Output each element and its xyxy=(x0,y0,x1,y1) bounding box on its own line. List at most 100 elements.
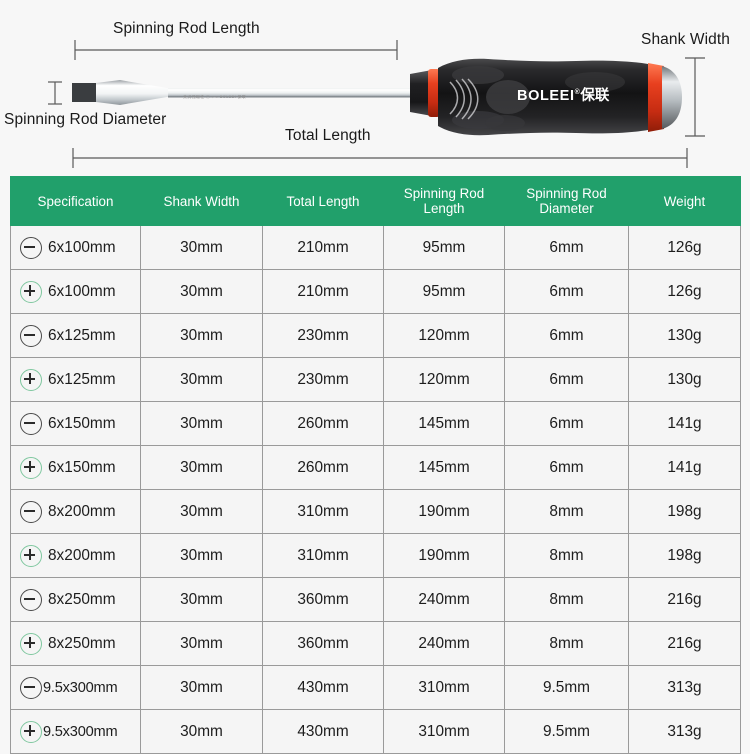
cell-specification: 6x100mm xyxy=(10,269,141,314)
cell-specification: 8x200mm xyxy=(10,533,141,578)
dimension-line-shank-width xyxy=(685,57,705,137)
specification-value: 8x200mm xyxy=(48,546,116,564)
cell-specification: 6x125mm xyxy=(10,357,141,402)
minus-icon xyxy=(20,500,42,523)
cell-spinning-rod-length: 95mm xyxy=(383,225,505,270)
cell-weight: 130g xyxy=(628,313,741,358)
handle-accent-ring xyxy=(428,69,440,117)
minus-icon xyxy=(20,412,42,435)
dimension-line-spinning-rod-length xyxy=(74,40,398,60)
cell-weight: 198g xyxy=(628,489,741,534)
cell-spinning-rod-length: 120mm xyxy=(383,313,505,358)
cell-weight: 313g xyxy=(628,665,741,710)
minus-icon xyxy=(20,236,42,259)
cell-weight: 126g xyxy=(628,225,741,270)
cell-shank-width: 30mm xyxy=(140,577,263,622)
table-row: 6x150mm 30mm 260mm 145mm 6mm 141g xyxy=(10,445,741,490)
cell-weight: 216g xyxy=(628,577,741,622)
cell-spinning-rod-diameter: 8mm xyxy=(504,489,629,534)
registered-mark: ® xyxy=(574,89,581,97)
cell-shank-width: 30mm xyxy=(140,225,263,270)
table-header-row: Specification Shank Width Total Length S… xyxy=(10,176,741,226)
product-diagram: 美式强磁性 ⓘ ↑•○ BOLEEI 保联 BOLEEI®保联 Spinning… xyxy=(0,0,750,172)
plus-icon xyxy=(20,280,42,303)
specification-value: 6x100mm xyxy=(48,282,116,300)
cell-spinning-rod-length: 190mm xyxy=(383,533,505,578)
cell-total-length: 210mm xyxy=(262,269,384,314)
specification-value: 9.5x300mm xyxy=(43,679,118,696)
cell-spinning-rod-length: 190mm xyxy=(383,489,505,534)
cell-specification: 6x150mm xyxy=(10,445,141,490)
cell-spinning-rod-length: 310mm xyxy=(383,709,505,754)
cell-total-length: 230mm xyxy=(262,313,384,358)
label-total-length: Total Length xyxy=(285,127,371,144)
cell-total-length: 360mm xyxy=(262,577,384,622)
cell-spinning-rod-length: 120mm xyxy=(383,357,505,402)
cell-total-length: 360mm xyxy=(262,621,384,666)
cell-shank-width: 30mm xyxy=(140,533,263,578)
table-row: 9.5x300mm 30mm 430mm 310mm 9.5mm 313g xyxy=(10,709,741,754)
table-body: 6x100mm 30mm 210mm 95mm 6mm 126g 6x100mm 30mm 21… xyxy=(10,225,741,754)
cell-weight: 126g xyxy=(628,269,741,314)
specification-value: 9.5x300mm xyxy=(43,723,118,740)
cell-weight: 130g xyxy=(628,357,741,402)
cell-shank-width: 30mm xyxy=(140,665,263,710)
column-header-weight: Weight xyxy=(628,176,741,226)
specification-value: 6x150mm xyxy=(48,414,116,432)
column-header-specification: Specification xyxy=(10,176,141,226)
cell-spinning-rod-diameter: 6mm xyxy=(504,357,629,402)
cell-spinning-rod-diameter: 9.5mm xyxy=(504,665,629,710)
cell-specification: 6x100mm xyxy=(10,225,141,270)
cell-spinning-rod-diameter: 8mm xyxy=(504,621,629,666)
table-row: 6x100mm 30mm 210mm 95mm 6mm 126g xyxy=(10,225,741,270)
cell-specification: 6x150mm xyxy=(10,401,141,446)
cell-total-length: 310mm xyxy=(262,489,384,534)
cell-spinning-rod-diameter: 6mm xyxy=(504,445,629,490)
table-row: 6x125mm 30mm 230mm 120mm 6mm 130g xyxy=(10,357,741,402)
cell-weight: 141g xyxy=(628,445,741,490)
table-row: 6x100mm 30mm 210mm 95mm 6mm 126g xyxy=(10,269,741,314)
specification-value: 8x250mm xyxy=(48,590,116,608)
plus-icon xyxy=(20,632,42,655)
table-row: 8x200mm 30mm 310mm 190mm 8mm 198g xyxy=(10,533,741,578)
cell-weight: 216g xyxy=(628,621,741,666)
specification-table: Specification Shank Width Total Length S… xyxy=(10,176,741,754)
cell-specification: 8x250mm xyxy=(10,621,141,666)
minus-icon xyxy=(20,588,42,611)
cell-spinning-rod-diameter: 8mm xyxy=(504,533,629,578)
brand-name: BOLEEI xyxy=(517,88,575,104)
table-row: 6x150mm 30mm 260mm 145mm 6mm 141g xyxy=(10,401,741,446)
column-header-spinning-rod-diameter: Spinning Rod Diameter xyxy=(504,176,629,226)
cell-shank-width: 30mm xyxy=(140,401,263,446)
cell-shank-width: 30mm xyxy=(140,709,263,754)
dimension-line-total-length xyxy=(72,148,688,168)
cell-total-length: 430mm xyxy=(262,665,384,710)
plus-icon xyxy=(20,544,42,567)
cell-shank-width: 30mm xyxy=(140,313,263,358)
cell-specification: 9.5x300mm xyxy=(10,709,141,754)
minus-icon xyxy=(20,676,42,699)
cell-total-length: 260mm xyxy=(262,445,384,490)
table-row: 8x250mm 30mm 360mm 240mm 8mm 216g xyxy=(10,577,741,622)
cell-total-length: 210mm xyxy=(262,225,384,270)
blade-shaft xyxy=(168,88,418,98)
column-header-shank-width: Shank Width xyxy=(140,176,263,226)
cell-weight: 313g xyxy=(628,709,741,754)
cell-spinning-rod-diameter: 8mm xyxy=(504,577,629,622)
cell-specification: 8x250mm xyxy=(10,577,141,622)
column-header-spinning-rod-length: Spinning Rod Length xyxy=(383,176,505,226)
cell-total-length: 310mm xyxy=(262,533,384,578)
cell-spinning-rod-length: 145mm xyxy=(383,401,505,446)
table-row: 8x200mm 30mm 310mm 190mm 8mm 198g xyxy=(10,489,741,534)
cell-total-length: 430mm xyxy=(262,709,384,754)
label-shank-width: Shank Width xyxy=(641,31,730,48)
cell-spinning-rod-diameter: 6mm xyxy=(504,401,629,446)
cell-specification: 8x200mm xyxy=(10,489,141,534)
brand-logo: BOLEEI®保联 xyxy=(517,84,609,105)
table-row: 8x250mm 30mm 360mm 240mm 8mm 216g xyxy=(10,621,741,666)
specification-value: 6x150mm xyxy=(48,458,116,476)
minus-icon xyxy=(20,324,42,347)
cell-spinning-rod-length: 145mm xyxy=(383,445,505,490)
cell-shank-width: 30mm xyxy=(140,445,263,490)
screwdriver-illustration xyxy=(48,40,705,168)
